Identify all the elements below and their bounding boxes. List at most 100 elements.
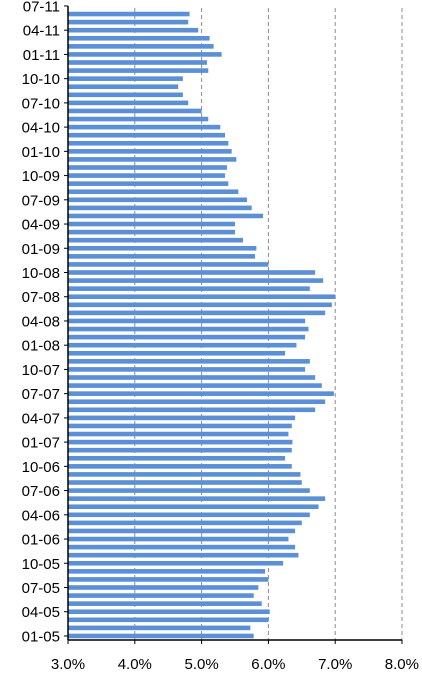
bar-12-08 (68, 254, 256, 259)
bar-05-09 (68, 213, 264, 219)
bar-03-05 (68, 617, 269, 623)
y-tick-label: 10-10 (22, 71, 60, 88)
grid-layer (134, 8, 403, 640)
bar-06-05 (68, 593, 254, 598)
bar-10-10 (68, 76, 183, 81)
x-tick-label: 5.0% (184, 656, 218, 673)
bar-04-06 (68, 512, 310, 518)
bar-09-05 (68, 569, 266, 574)
y-tick-label: 07-09 (22, 192, 60, 209)
bar-07-08 (68, 294, 336, 300)
bar-01-09 (68, 245, 257, 251)
bar-08-09 (68, 189, 239, 195)
bar-01-06 (68, 536, 289, 542)
bar-01-10 (68, 149, 232, 154)
bar-03-06 (68, 520, 302, 526)
y-tick-label: 04-05 (22, 604, 60, 621)
bar-01-07 (68, 439, 293, 445)
bar-03-10 (68, 132, 225, 138)
bar-08-10 (68, 92, 183, 98)
bar-04-10 (68, 124, 221, 130)
bar-12-06 (68, 447, 292, 453)
bar-08-05 (68, 577, 269, 582)
y-tick-label: 10-09 (22, 168, 60, 185)
bar-12-10 (68, 60, 207, 65)
bar-11-07 (68, 359, 310, 364)
bar-08-08 (68, 286, 310, 291)
axis-layer (64, 5, 403, 644)
bar-05-08 (68, 310, 326, 316)
y-tick-label: 10-06 (22, 459, 60, 476)
y-tick-label: 01-05 (22, 628, 60, 645)
y-tick-label: 01-07 (22, 435, 60, 452)
bar-11-09 (68, 165, 227, 170)
bar-09-09 (68, 181, 229, 186)
y-tick-label: 07-11 (23, 0, 60, 15)
bar-04-09 (68, 221, 235, 227)
bar-11-06 (68, 455, 286, 461)
bar-10-09 (68, 173, 225, 178)
bar-layer (68, 11, 336, 639)
x-tick-label: 3.0% (51, 656, 85, 673)
y-tick-label: 04-11 (23, 23, 60, 40)
bar-06-08 (68, 302, 332, 308)
bar-01-08 (68, 342, 297, 348)
y-tick-label: 07-10 (22, 95, 60, 112)
bar-05-10 (68, 116, 209, 122)
bar-06-07 (68, 399, 326, 405)
bar-05-05 (68, 601, 262, 606)
bar-11-05 (68, 552, 299, 558)
bar-01-11 (68, 52, 222, 57)
bar-08-07 (68, 383, 322, 388)
bar-02-07 (68, 431, 289, 437)
bar-10-06 (68, 464, 292, 469)
bar-09-10 (68, 84, 179, 90)
y-tick-label: 04-07 (22, 410, 60, 427)
y-tick-label: 07-08 (22, 289, 60, 306)
bar-03-09 (68, 229, 235, 235)
bar-04-07 (68, 415, 296, 421)
bar-07-10 (68, 100, 189, 106)
bar-07-06 (68, 488, 310, 493)
bar-10-07 (68, 367, 306, 372)
bar-07-09 (68, 197, 248, 203)
bar-03-07 (68, 423, 292, 429)
bar-04-05 (68, 609, 270, 615)
y-tick-label: 01-11 (23, 47, 60, 64)
x-tick-label: 6.0% (251, 656, 285, 673)
x-tick-label: 7.0% (318, 656, 352, 673)
bar-04-11 (68, 27, 199, 33)
bar-03-11 (68, 35, 210, 41)
bar-02-06 (68, 528, 296, 534)
bar-11-10 (68, 68, 209, 73)
bar-09-07 (68, 375, 316, 380)
bar-04-08 (68, 318, 306, 324)
x-tick-label: 4.0% (118, 656, 152, 673)
x-tick-label: 8.0% (385, 656, 419, 673)
bar-03-08 (68, 326, 309, 332)
y-tick-label: 01-08 (22, 338, 60, 355)
y-tick-label: 10-05 (22, 556, 60, 573)
bar-06-10 (68, 108, 202, 114)
y-tick-label-layer: 01-05 04-05 07-05 10-05 01-06 04-06 07-06 10-06… (22, 0, 60, 645)
bar-07-05 (68, 585, 259, 590)
bar-12-05 (68, 544, 296, 550)
x-tick-label-layer: 3.0% 4.0% 5.0% 6.0% 7.0% 8.0% (51, 656, 419, 673)
y-tick-label: 04-08 (22, 313, 60, 330)
y-tick-label: 01-10 (22, 144, 60, 161)
bar-06-06 (68, 496, 326, 501)
y-tick-label: 04-09 (22, 217, 60, 234)
y-tick-label: 01-09 (22, 241, 60, 258)
bar-11-08 (68, 262, 269, 267)
bar-10-05 (68, 560, 284, 566)
bar-07-07 (68, 391, 334, 396)
y-tick-label: 01-06 (22, 532, 60, 549)
bar-06-11 (68, 11, 190, 17)
bar-10-08 (68, 270, 316, 275)
bar-09-08 (68, 278, 324, 283)
bar-05-06 (68, 504, 319, 510)
bar-02-09 (68, 237, 244, 243)
bar-05-07 (68, 407, 316, 413)
bar-12-09 (68, 157, 237, 162)
